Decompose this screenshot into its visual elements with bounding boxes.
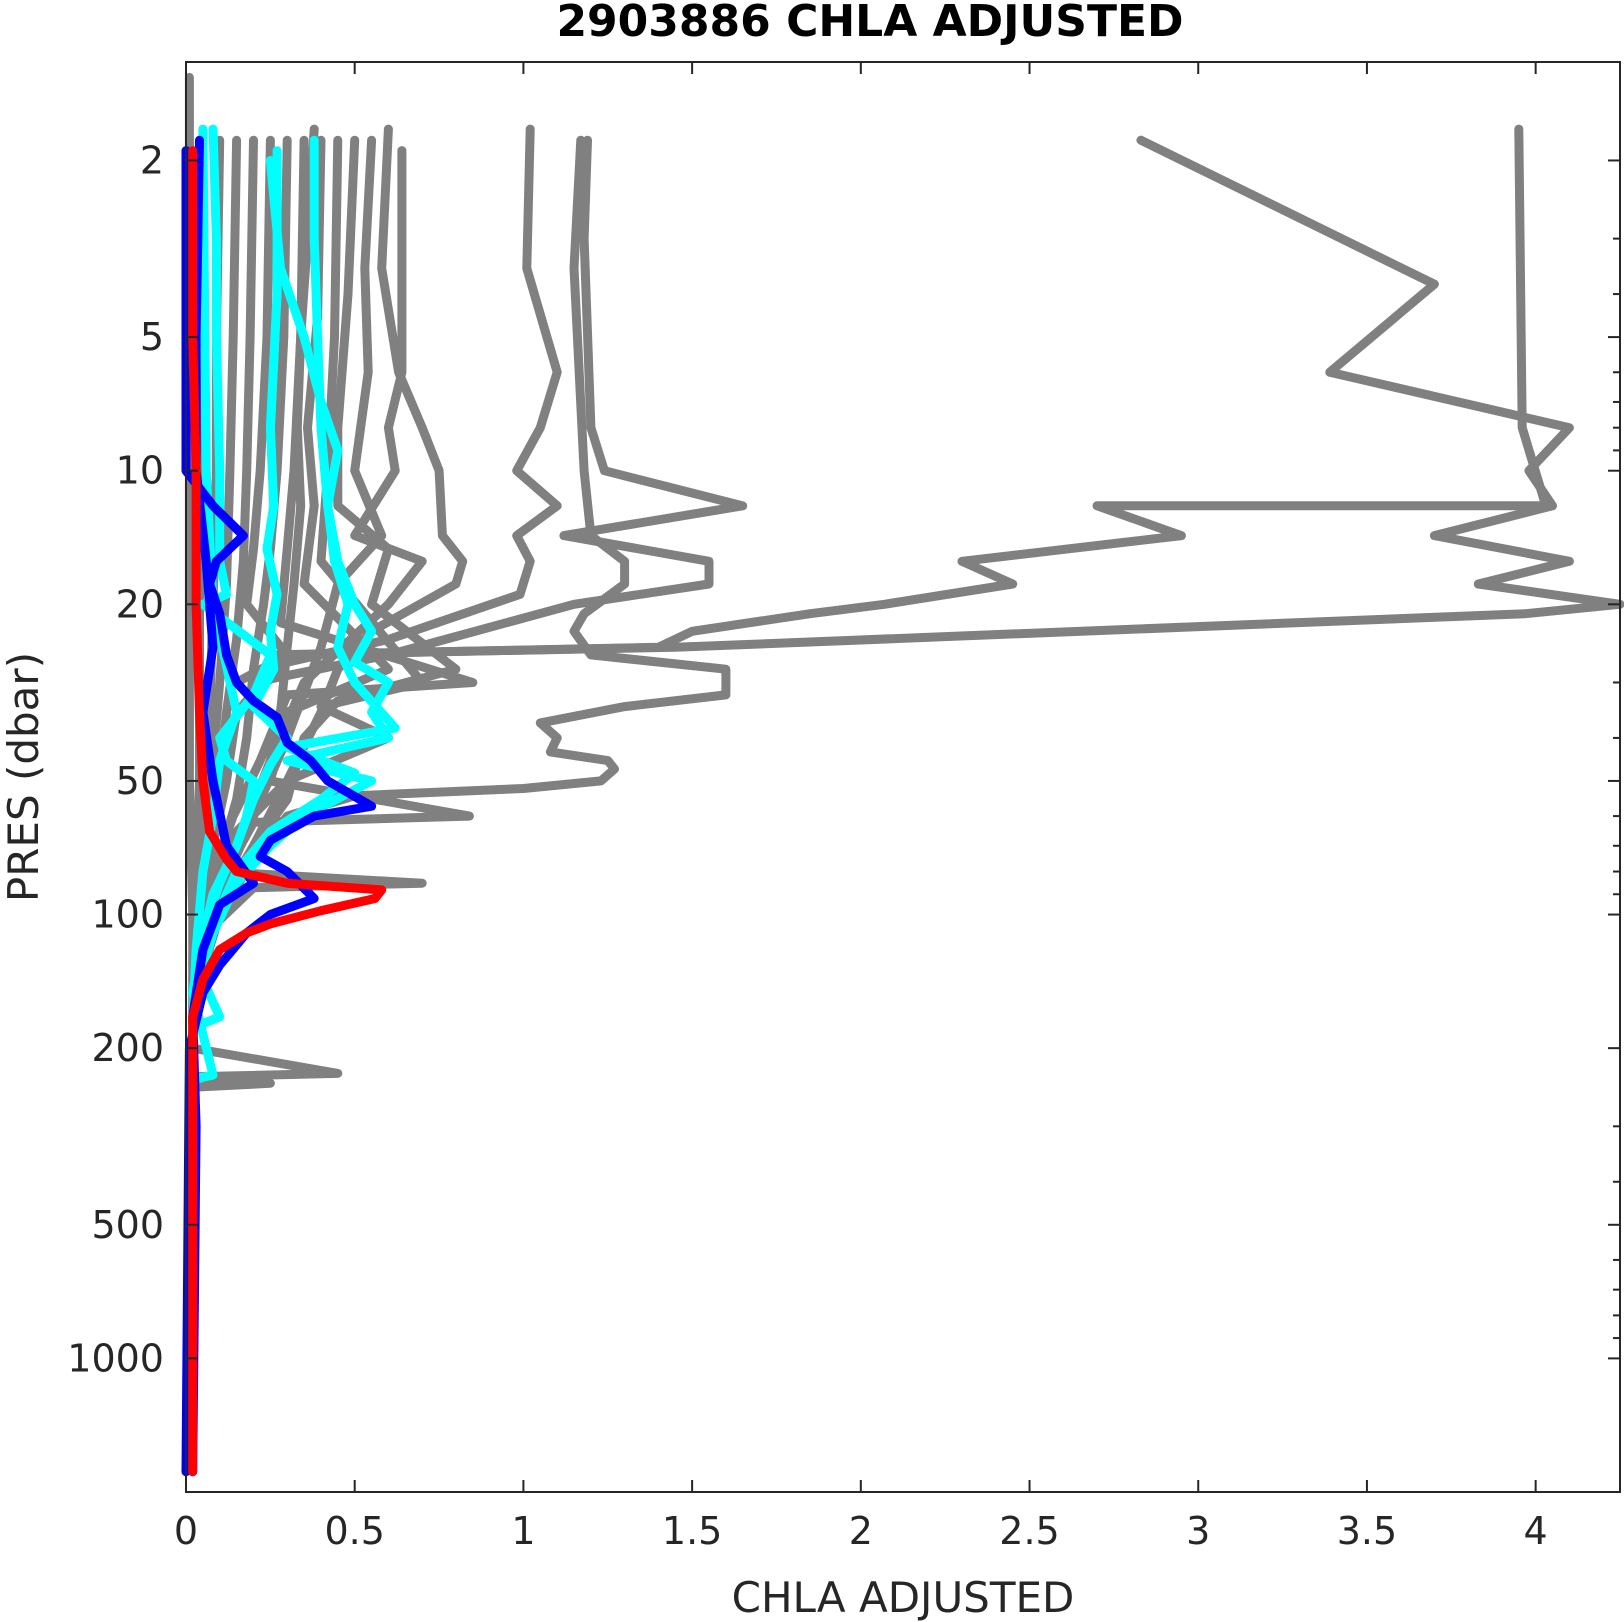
series-line-gray-9 xyxy=(201,135,427,919)
series-layer xyxy=(181,72,1624,1477)
y-tick-label: 100 xyxy=(91,893,164,937)
series-line-gray-3 xyxy=(249,135,748,687)
y-tick-label: 5 xyxy=(140,315,164,359)
y-tick-label: 1000 xyxy=(67,1336,164,1380)
y-axis: 2 5 10 20 50 100 200 500 1000 xyxy=(67,138,1620,1493)
y-tick-label: 200 xyxy=(91,1026,164,1070)
x-tick-label: 3 xyxy=(1186,1509,1210,1553)
x-tick-label: 3.5 xyxy=(1337,1509,1397,1553)
y-tick-label: 20 xyxy=(116,582,164,626)
x-tick-label: 1.5 xyxy=(662,1509,722,1553)
x-tick-label: 2.5 xyxy=(999,1509,1059,1553)
series-line-gray-1 xyxy=(232,124,1551,687)
x-tick-label: 0.5 xyxy=(324,1509,384,1553)
series-line-gray-0 xyxy=(265,135,1624,660)
x-tick-label: 1 xyxy=(511,1509,535,1553)
x-tick-label: 2 xyxy=(849,1509,873,1553)
y-tick-label: 10 xyxy=(116,449,164,493)
y-tick-label: 50 xyxy=(116,759,164,803)
chart-title: 2903886 CHLA ADJUSTED xyxy=(556,0,1183,47)
series-line-cyan-22 xyxy=(188,135,400,998)
series-line-gray-2 xyxy=(232,124,562,717)
y-axis-label: PRES (dbar) xyxy=(0,652,48,902)
x-axis-label: CHLA ADJUSTED xyxy=(732,1573,1075,1622)
series-line-red-27 xyxy=(188,146,387,1477)
x-tick-label: 0 xyxy=(174,1509,198,1553)
x-tick-label: 4 xyxy=(1524,1509,1548,1553)
y-tick-label: 500 xyxy=(91,1203,164,1247)
plot-frame xyxy=(185,61,1621,1493)
y-tick-label: 2 xyxy=(140,138,164,182)
x-axis: 0 0.5 1 1.5 2 2.5 3 3.5 4 xyxy=(174,62,1548,1553)
series-line-gray-12 xyxy=(188,135,292,984)
